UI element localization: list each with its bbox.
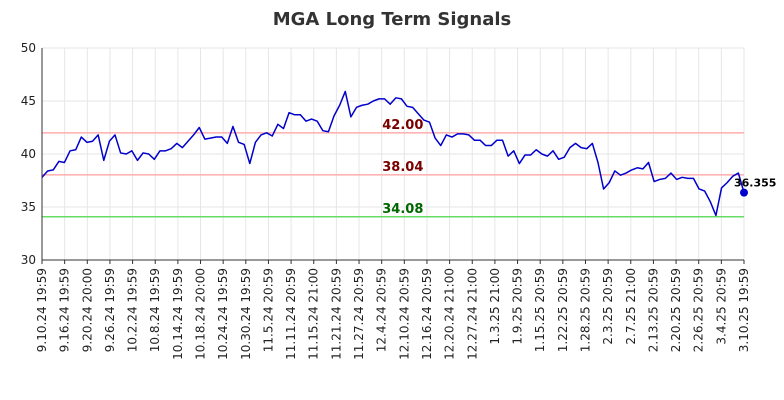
x-tick-label: 2.3.25 20:59 xyxy=(601,268,615,345)
signal-level-label: 42.00 xyxy=(382,118,423,133)
y-tick-label: 45 xyxy=(21,94,36,108)
y-tick-label: 35 xyxy=(21,200,36,214)
x-tick-label: 9.26.24 19:59 xyxy=(103,268,117,352)
x-tick-label: 12.27.24 21:00 xyxy=(465,268,479,360)
x-tick-label: 2.13.25 20:59 xyxy=(646,268,660,352)
x-tick-label: 1.22.25 20:59 xyxy=(556,268,570,352)
x-tick-label: 11.21.24 20:59 xyxy=(329,268,343,360)
x-tick-labels: 9.10.24 19:59 9.16.24 19:59 9.20.24 20:00 9… xyxy=(35,268,751,360)
chart-title: MGA Long Term Signals xyxy=(273,9,512,30)
series-layer xyxy=(41,90,745,217)
x-tick-label: 1.3.25 21:00 xyxy=(488,268,502,345)
markers: 36.355 xyxy=(734,177,776,197)
x-tick-label: 10.8.24 19:59 xyxy=(148,268,162,352)
x-tick-label: 1.28.25 20:59 xyxy=(578,268,592,352)
x-tick-label: 9.16.24 19:59 xyxy=(58,268,72,352)
x-tick-label: 10.18.24 20:00 xyxy=(194,268,208,360)
x-tick-label: 3.10.25 19:59 xyxy=(737,268,751,352)
x-tick-label: 12.10.24 20:59 xyxy=(397,268,411,360)
y-tick-label: 50 xyxy=(21,41,36,55)
x-tick-label: 2.20.25 20:59 xyxy=(669,268,683,352)
x-tick-label: 12.20.24 21:00 xyxy=(443,268,457,360)
price-series-line xyxy=(41,90,745,217)
x-tick-label: 1.9.25 20:59 xyxy=(511,268,525,345)
x-tick-label: 3.4.25 20:59 xyxy=(714,268,728,345)
x-tick-label: 1.15.25 20:59 xyxy=(533,268,547,352)
x-tick-label: 2.26.25 20:59 xyxy=(692,268,706,352)
x-tick-label: 12.4.24 20:59 xyxy=(375,268,389,352)
y-tick-label: 30 xyxy=(21,253,36,267)
x-tick-label: 10.30.24 19:59 xyxy=(239,268,253,360)
axes xyxy=(41,48,745,264)
last-value-label: 36.355 xyxy=(734,177,776,190)
x-tick-label: 10.24.24 19:59 xyxy=(216,268,230,360)
x-tick-label: 11.27.24 20:59 xyxy=(352,268,366,360)
x-tick-label: 9.20.24 20:00 xyxy=(80,268,94,352)
y-tick-labels: 30 35 40 45 50 xyxy=(21,41,36,267)
x-tick-label: 12.16.24 20:59 xyxy=(420,268,434,360)
x-tick-label: 9.10.24 19:59 xyxy=(35,268,49,352)
signal-level-label: 38.04 xyxy=(382,160,423,175)
x-tick-label: 11.5.24 20:59 xyxy=(261,268,275,352)
x-tick-label: 11.11.24 20:59 xyxy=(284,268,298,360)
signal-levels: 42.00 38.04 34.08 xyxy=(42,118,744,218)
x-tick-label: 2.7.25 21:00 xyxy=(624,268,638,345)
x-tick-label: 10.2.24 19:59 xyxy=(126,268,140,352)
x-tick-label: 10.14.24 19:59 xyxy=(171,268,185,360)
signal-level-label: 34.08 xyxy=(382,202,423,217)
y-tick-label: 40 xyxy=(21,147,36,161)
x-tick-label: 11.15.24 21:00 xyxy=(307,268,321,360)
last-value-marker xyxy=(740,188,748,197)
